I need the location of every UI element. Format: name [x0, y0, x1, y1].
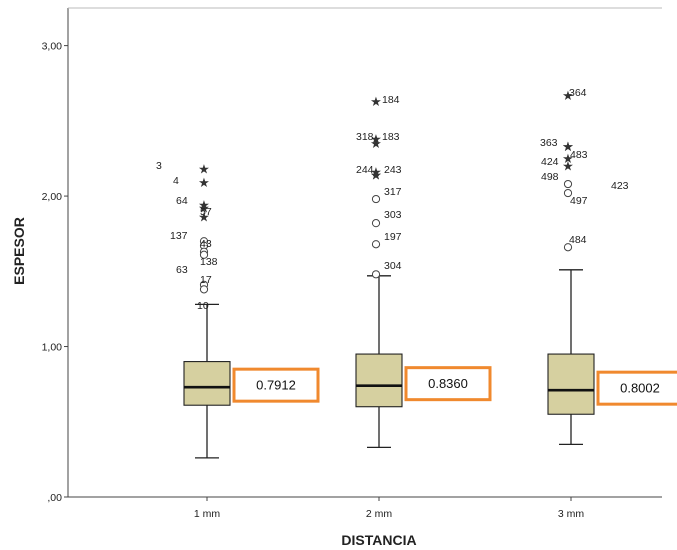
callout-value: 0.8002 — [620, 381, 660, 396]
outlier-label: 57 — [200, 206, 212, 218]
extreme-outlier-marker: ★ — [198, 202, 210, 217]
outlier-label: 137 — [170, 230, 188, 242]
outlier-label: 498 — [541, 171, 559, 183]
callout: 0.8002 — [596, 370, 677, 406]
outlier-label: 183 — [382, 131, 400, 143]
callouts: 0.7912 0.8360 0.8002 — [232, 366, 677, 406]
extreme-outlier-marker: ★ — [562, 140, 574, 155]
extreme-outlier-marker: ★ — [562, 140, 574, 155]
y-tick-label: ,00 — [47, 492, 62, 504]
callout: 0.7912 — [232, 367, 320, 403]
callout: 0.8360 — [404, 366, 492, 402]
box-iqr — [355, 353, 403, 408]
outlier-marker — [199, 250, 209, 259]
outlier-label: 497 — [570, 195, 588, 207]
y-tick-label: 1,00 — [42, 342, 63, 354]
outlier-label: 423 — [611, 180, 629, 192]
outlier-marker — [371, 194, 381, 204]
callout-value: 0.7912 — [256, 378, 296, 393]
y-tick-label: 2,00 — [42, 191, 63, 203]
extreme-outlier-marker: ★ — [198, 162, 210, 177]
outlier-label: 197 — [384, 231, 402, 243]
extreme-outlier-marker: ★ — [370, 169, 382, 184]
outlier-marker — [563, 243, 573, 252]
callout-box — [232, 367, 320, 403]
outlier-label: 484 — [569, 234, 587, 246]
extreme-outlier-marker: ★ — [562, 159, 574, 174]
y-tick-label: 3,00 — [42, 41, 63, 53]
outlier-label: 317 — [384, 186, 402, 198]
outlier-marker — [371, 219, 381, 228]
extreme-outlier-marker: ★ — [562, 152, 574, 167]
callout-box — [404, 366, 492, 402]
outlier-label: 244 — [356, 164, 374, 176]
x-tick-label: 3 mm — [558, 508, 585, 520]
x-tick-label: 1 mm — [194, 508, 221, 520]
extreme-outlier-marker: ★ — [198, 211, 210, 226]
extreme-outlier-marker: ★ — [370, 169, 382, 184]
outlier-marker — [371, 240, 381, 249]
outlier-marker — [563, 179, 573, 189]
outlier-label: 243 — [384, 164, 402, 176]
outlier-label: 303 — [384, 209, 402, 221]
outlier-label: 63 — [176, 264, 188, 276]
extreme-outlier-marker: ★ — [370, 166, 382, 181]
y-axis-title: ESPESOR — [11, 217, 27, 285]
outlier-marker — [199, 285, 209, 294]
outlier-label: 318 — [356, 131, 374, 143]
outlier-label: 363 — [540, 137, 558, 149]
extreme-outlier-marker: ★ — [198, 199, 210, 214]
outlier-label: 64 — [176, 195, 188, 207]
outlier-label: 483 — [570, 149, 588, 161]
extreme-outlier-marker: ★ — [370, 137, 382, 152]
outlier-label: 138 — [200, 256, 218, 268]
callout-value: 0.8360 — [428, 376, 468, 391]
outlier-marker — [563, 188, 573, 198]
axes: ,00 1,00 2,00 3,00 1 mm 2 mm 3 mm — [42, 7, 662, 520]
extreme-outlier-marker: ★ — [370, 132, 382, 147]
outlier-label: 424 — [541, 156, 559, 168]
outlier-label: 184 — [382, 94, 400, 106]
callout-box — [596, 370, 677, 406]
outlier-label: 17 — [200, 274, 212, 286]
extreme-outlier-marker: ★ — [370, 95, 382, 110]
x-axis-title: DISTANCIA — [341, 532, 416, 548]
extreme-outlier-marker: ★ — [198, 176, 210, 191]
outlier-label: 43 — [200, 238, 212, 250]
outlier-label: 4 — [173, 175, 179, 187]
outlier-marker — [371, 270, 381, 279]
outlier-label: 10 — [197, 300, 209, 312]
x-tick-label: 2 mm — [366, 508, 393, 520]
box-iqr — [547, 353, 595, 415]
outlier-label: 364 — [569, 87, 587, 99]
box-iqr — [183, 361, 231, 406]
outlier-label: 3 — [156, 160, 162, 172]
extreme-outlier-marker: ★ — [562, 89, 574, 104]
outlier-label: 304 — [384, 260, 402, 272]
